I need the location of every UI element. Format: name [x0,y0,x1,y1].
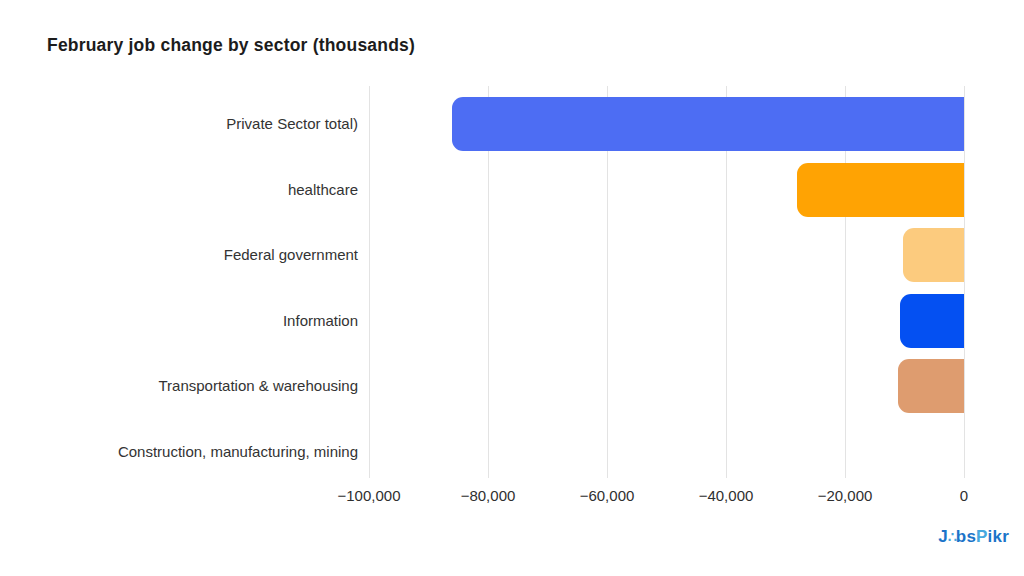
bar [452,97,964,151]
category-label: Federal government [0,242,358,268]
logo-text-bs: bs [956,527,976,546]
logo-text-ikr: ikr [988,527,1009,546]
x-tick-label: 0 [904,487,1024,504]
x-tick-label: −100,000 [309,487,429,504]
x-tick-label: −60,000 [547,487,667,504]
category-label: healthcare [0,177,358,203]
logo-text-j: J [938,527,948,546]
jobspikr-logo: J∴bsPikr [938,527,1009,547]
category-label: Transportation & warehousing [0,373,358,399]
category-label: Private Sector total) [0,111,358,137]
bar [898,359,964,413]
bar [797,163,964,217]
gridline [369,86,370,478]
bar [903,228,964,282]
category-label: Construction, manufacturing, mining [0,439,358,465]
category-label: Information [0,308,358,334]
chart-page: February job change by sector (thousands… [0,0,1024,576]
logo-dotted-o-icon: ∴ [948,529,956,545]
x-tick-label: −80,000 [428,487,548,504]
x-tick-label: −20,000 [785,487,905,504]
x-tick-label: −40,000 [666,487,786,504]
logo-text-p: P [976,527,988,546]
bar-chart-plot-area: −100,000−80,000−60,000−40,000−20,0000 Pri… [0,0,1024,576]
gridline [964,86,965,478]
bar [900,294,964,348]
